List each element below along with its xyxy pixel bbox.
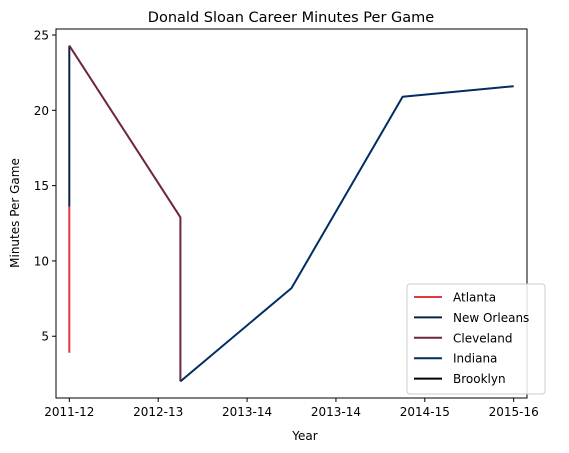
legend-label: Indiana	[453, 352, 497, 366]
legend-label: Atlanta	[453, 291, 496, 305]
x-tick-label: 2015-16	[489, 405, 539, 419]
series-layer	[68, 45, 514, 383]
y-tick-label: 20	[34, 104, 49, 118]
legend-frame	[406, 283, 546, 395]
x-axis: 2011-12 2012-13 2013-14 2013-14 2014-15 2015-…	[44, 398, 539, 419]
series-line-3	[179, 85, 514, 383]
legend-label: Cleveland	[453, 331, 513, 345]
plot-area	[55, 28, 528, 399]
legend: Atlanta New Orleans Cleveland Indiana Brookl…	[406, 283, 546, 395]
series-line-2	[68, 45, 182, 382]
legend-label: Brooklyn	[453, 372, 506, 386]
y-tick-label: 25	[34, 29, 49, 43]
y-tick-label: 5	[41, 330, 49, 344]
y-axis-label: Minutes Per Game	[8, 158, 22, 268]
y-axis: 5 10 15 20 25	[34, 29, 56, 344]
legend-label: New Orleans	[453, 311, 529, 325]
x-tick-label: 2012-13	[133, 405, 183, 419]
y-tick-label: 15	[34, 179, 49, 193]
plot-frame	[55, 28, 528, 399]
x-axis-label: Year	[291, 429, 317, 443]
x-tick-label: 2014-15	[400, 405, 450, 419]
x-tick-label: 2013-14	[311, 405, 361, 419]
x-tick-label: 2013-14	[222, 405, 272, 419]
chart-title: Donald Sloan Career Minutes Per Game	[148, 10, 434, 26]
y-tick-label: 10	[34, 254, 49, 268]
x-tick-label: 2011-12	[44, 405, 94, 419]
